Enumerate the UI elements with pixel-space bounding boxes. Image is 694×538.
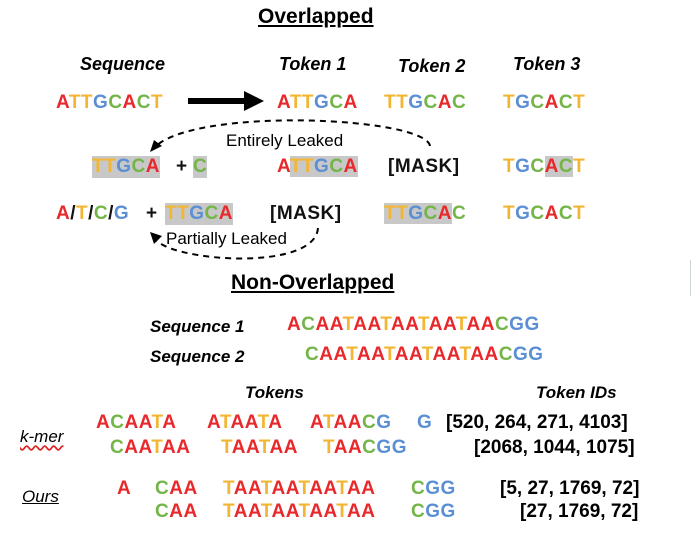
- row1-token-2: TTGCAC: [384, 92, 467, 113]
- ours-label: Ours: [22, 487, 59, 506]
- kmer-label: k-mer: [20, 427, 64, 446]
- kmer-row2-token-3: TAACGG: [323, 437, 407, 458]
- sequence-1: ACAATAATAATAATAACGG: [287, 314, 540, 335]
- kmer-row2-ids: [2068, 1044, 1075]: [474, 437, 635, 458]
- ours-row2-token-1: CAA: [155, 501, 198, 522]
- kmer-row2-token-2: TAATAA: [221, 437, 298, 458]
- sequence-1-label: Sequence 1: [150, 317, 245, 336]
- ours-row1-token-4: CGG: [411, 478, 456, 499]
- row2-plus: +: [176, 156, 188, 177]
- ours-row2-token-3: CGG: [411, 501, 456, 522]
- partially-leaked-label: Partially Leaked: [166, 229, 287, 248]
- ours-row1-token-1: A: [117, 478, 132, 499]
- row3-options: A/T/C/G: [56, 203, 130, 224]
- edge-divider: [690, 260, 691, 296]
- row1-token-3: TGCACT: [503, 92, 586, 113]
- non-overlapped-title: Non-Overlapped: [231, 271, 395, 294]
- row2-left-suffix: C: [193, 156, 208, 178]
- row3-token-3: TGCACT: [503, 203, 586, 224]
- entirely-leaked-label: Entirely Leaked: [226, 131, 344, 150]
- row3-left-suffix: TTGCA: [165, 203, 233, 225]
- kmer-row1-token-3: ATAACG: [310, 412, 392, 433]
- row2-left-prefix: TTGCA: [92, 156, 160, 178]
- kmer-row2-token-1: CAATAA: [110, 437, 191, 458]
- header-token-2: Token 2: [398, 56, 466, 76]
- overlapped-sequence: ATTGCACT: [56, 92, 164, 113]
- row2-mask: [MASK]: [388, 156, 460, 177]
- kmer-row1-token-2: ATAATA: [207, 412, 283, 433]
- ours-row1-token-2: CAA: [155, 478, 198, 499]
- ours-row1-token-3: TAATAATAATAA: [223, 478, 376, 499]
- kmer-row1-token-4: G: [417, 412, 433, 433]
- sequence-2-label: Sequence 2: [150, 347, 245, 366]
- sequence-2: CAATAATAATAATAACGG: [305, 344, 544, 365]
- tokens-header: Tokens: [245, 383, 304, 402]
- kmer-row1-token-1: ACAATA: [96, 412, 177, 433]
- header-token-3: Token 3: [513, 54, 581, 74]
- row3-mask: [MASK]: [270, 203, 342, 224]
- entirely-leaked-arrowhead-icon: [150, 140, 162, 152]
- token-ids-header: Token IDs: [536, 383, 617, 402]
- ours-row2-ids: [27, 1769, 72]: [520, 501, 639, 522]
- overlapped-title: Overlapped: [258, 5, 374, 28]
- header-sequence: Sequence: [80, 54, 166, 74]
- row2-token-3: TGCACT: [503, 156, 586, 177]
- right-arrow-icon: [188, 91, 264, 111]
- row1-token-1: ATTGCA: [277, 92, 358, 113]
- header-token-1: Token 1: [279, 54, 347, 74]
- ours-row2-token-2: TAATAATAATAA: [223, 501, 376, 522]
- partially-leaked-arrowhead-icon: [150, 232, 162, 244]
- row3-token-2: TTGCAC: [384, 203, 467, 224]
- kmer-row1-ids: [520, 264, 271, 4103]: [446, 412, 628, 433]
- ours-row1-ids: [5, 27, 1769, 72]: [500, 478, 640, 499]
- row3-plus: +: [146, 203, 158, 224]
- row2-token-1: ATTGCA: [277, 156, 358, 177]
- leak-curves: [150, 119, 431, 260]
